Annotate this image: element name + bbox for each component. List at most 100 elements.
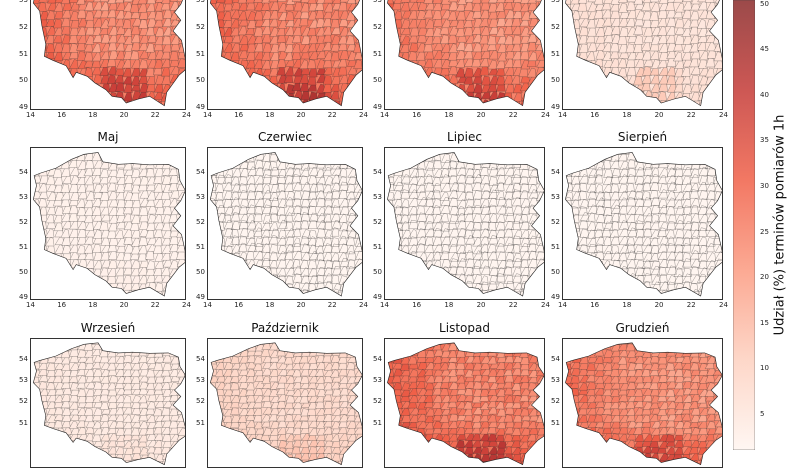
district-cell — [31, 245, 40, 254]
district-cell — [402, 67, 411, 76]
district-cell — [362, 356, 363, 364]
district-cell — [504, 349, 513, 357]
district-cell — [224, 153, 233, 162]
district-cell — [402, 459, 411, 467]
district-cell — [216, 66, 225, 75]
district-cell — [354, 339, 363, 344]
district-cell — [177, 447, 186, 455]
district-cell — [571, 339, 580, 344]
district-cell — [362, 17, 364, 26]
district-cell — [512, 148, 521, 155]
district-cell — [208, 290, 217, 299]
district-cell — [416, 0, 425, 2]
district-cell — [393, 19, 402, 28]
district-cell — [225, 458, 234, 466]
district-cell — [570, 388, 579, 396]
district-cell — [132, 343, 141, 350]
district-cell — [722, 289, 723, 298]
lat-tick-label: 52 — [196, 398, 205, 405]
lon-tick-label: 20 — [120, 112, 129, 119]
district-cell — [31, 283, 40, 292]
district-cell — [520, 343, 529, 351]
district-cell — [513, 153, 522, 162]
district-cell — [386, 35, 395, 44]
district-cell — [385, 222, 393, 231]
district-cell — [323, 348, 332, 356]
district-cell — [400, 261, 409, 270]
district-cell — [153, 148, 162, 153]
district-cell — [564, 394, 573, 401]
district-cell — [47, 441, 56, 449]
district-cell — [385, 291, 394, 300]
district-cell — [571, 251, 580, 260]
lat-tick-label: 49 — [373, 294, 382, 301]
district-cell — [63, 91, 72, 100]
district-cell — [361, 98, 363, 107]
district-cell — [269, 92, 278, 101]
district-cell — [563, 154, 572, 163]
district-cell — [176, 82, 185, 91]
district-cell — [579, 339, 588, 344]
district-cell — [147, 153, 156, 162]
district-cell — [315, 291, 324, 300]
district-cell — [626, 452, 635, 460]
district-cell — [93, 92, 102, 101]
district-cell — [401, 274, 410, 283]
lat-tick-label: 53 — [196, 0, 205, 4]
lon-tick-label: 20 — [297, 112, 306, 119]
district-cell — [32, 60, 41, 69]
district-cell — [385, 344, 394, 352]
district-cell — [424, 339, 433, 343]
district-cell — [543, 291, 545, 300]
district-cell — [528, 0, 537, 3]
district-cell — [587, 339, 596, 344]
district-cell — [132, 153, 141, 162]
district-cell — [480, 153, 489, 162]
district-cell — [458, 459, 467, 467]
district-cell — [587, 148, 596, 154]
district-cell — [115, 458, 124, 466]
district-cell — [519, 339, 528, 344]
district-cell — [208, 402, 217, 410]
district-cell — [362, 199, 363, 208]
lat-tick-label: 53 — [19, 194, 28, 201]
lat-tick-label: 52 — [19, 398, 28, 405]
lat-tick-label: 53 — [373, 0, 382, 4]
district-cell — [563, 421, 572, 429]
lon-tick-label: 22 — [328, 112, 337, 119]
district-cell — [715, 82, 723, 91]
district-cell — [392, 28, 401, 37]
district-cell — [269, 452, 278, 460]
district-cell — [232, 66, 241, 75]
lat-tick-label: 49 — [373, 104, 382, 111]
district-cell — [394, 452, 403, 460]
district-cell — [393, 421, 402, 428]
district-cell — [356, 387, 363, 395]
district-cell — [217, 251, 226, 260]
district-cell — [635, 460, 644, 468]
district-cell — [293, 339, 302, 343]
district-cell — [71, 83, 80, 92]
district-cell — [440, 92, 449, 101]
district-cell — [32, 222, 41, 231]
district-cell — [31, 67, 40, 76]
district-cell — [564, 342, 573, 350]
district-cell — [386, 266, 395, 275]
lat-tick-label: 49 — [551, 104, 560, 111]
district-cell — [209, 343, 218, 351]
map-frame — [384, 147, 545, 300]
district-cell — [543, 402, 545, 410]
district-cell — [715, 221, 723, 230]
district-cell — [417, 84, 426, 93]
district-cell — [619, 275, 628, 284]
district-cell — [101, 339, 110, 344]
district-cell — [442, 441, 451, 449]
district-cell — [713, 274, 722, 283]
district-cell — [385, 245, 393, 254]
district-cell — [456, 343, 465, 350]
district-cell — [217, 435, 226, 443]
district-cell — [706, 92, 715, 101]
district-cell — [71, 339, 80, 343]
district-cell — [93, 148, 102, 152]
district-cell — [86, 268, 95, 277]
